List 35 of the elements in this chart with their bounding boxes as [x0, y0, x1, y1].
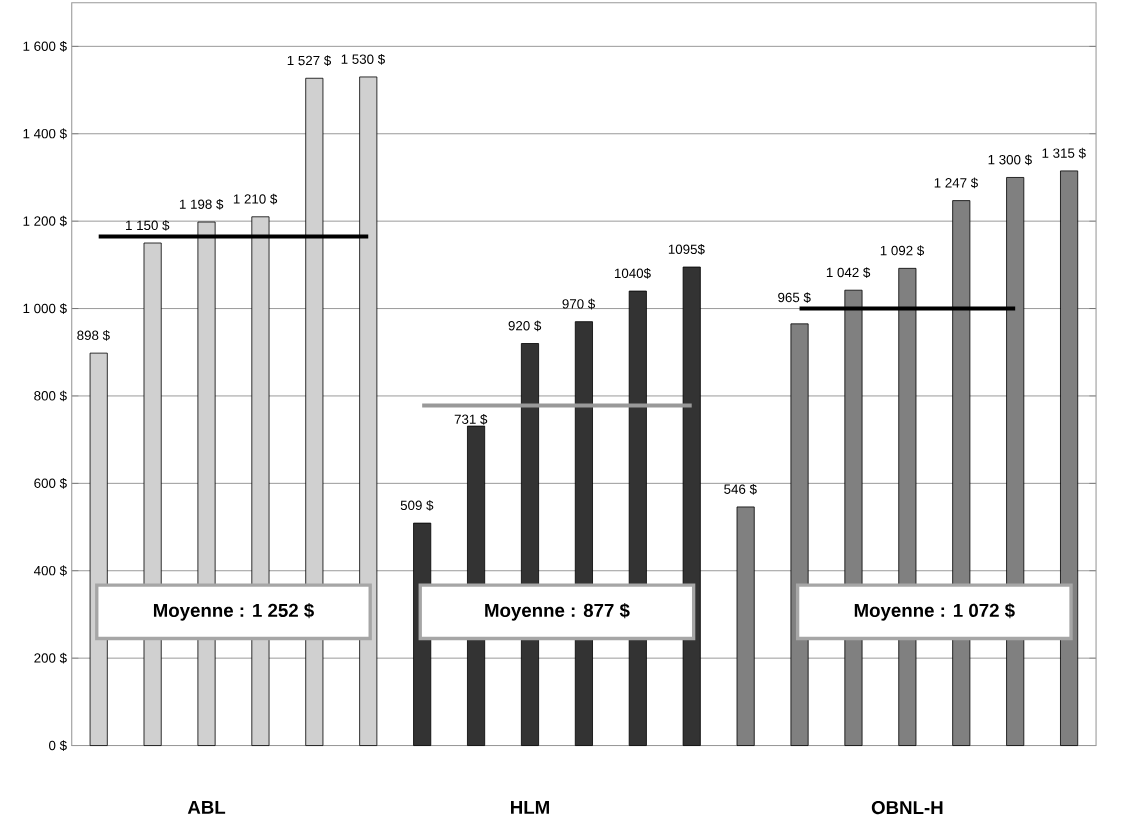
- data-label: 920 $: [508, 320, 542, 332]
- data-label: 509 $: [400, 500, 434, 511]
- data-label: 1 247 $: [934, 177, 978, 189]
- data-label: 546 $: [724, 483, 757, 495]
- data-label: 1095$: [668, 244, 705, 255]
- annotation: Moyenne : 1 072 $: [854, 603, 1015, 621]
- annotation: Moyenne : 1 252 $: [153, 603, 314, 621]
- data-label: 1 527 $: [287, 55, 332, 67]
- y-tick-label: 0 $: [49, 740, 67, 751]
- y-tick-label: 1 600 $: [23, 41, 67, 52]
- data-label: 1040$: [614, 268, 651, 279]
- data-label: 970 $: [562, 298, 596, 310]
- y-tick-label: 1 400 $: [23, 128, 67, 140]
- data-label: 731 $: [454, 414, 488, 425]
- x-tick-label: OBNL-H: [871, 800, 943, 815]
- data-label: 1 042 $: [826, 267, 871, 278]
- data-label: 1 198 $: [179, 199, 224, 210]
- data-label: 1 530 $: [341, 53, 385, 65]
- y-tick-label: 200 $: [34, 652, 67, 664]
- y-tick-label: 400 $: [33, 565, 67, 577]
- y-tick-label: 1 000 $: [23, 303, 67, 314]
- x-tick-label: ABL: [187, 800, 226, 814]
- bar: [682, 266, 701, 746]
- data-label: 1 315 $: [1042, 147, 1086, 159]
- data-label: 1 092 $: [880, 245, 925, 257]
- data-label: 1 150 $: [126, 220, 170, 231]
- x-tick-label: HLM: [511, 800, 549, 814]
- y-tick-label: 600 $: [34, 478, 67, 489]
- data-label: 965 $: [778, 292, 811, 303]
- annotation: Moyenne : 877 $: [485, 603, 630, 621]
- y-tick-label: 800 $: [34, 390, 67, 402]
- y-tick-label: 1 200 $: [23, 215, 67, 227]
- data-label: 1 210 $: [233, 193, 278, 205]
- data-label: 1 300 $: [988, 154, 1032, 166]
- data-label: 898 $: [77, 330, 110, 341]
